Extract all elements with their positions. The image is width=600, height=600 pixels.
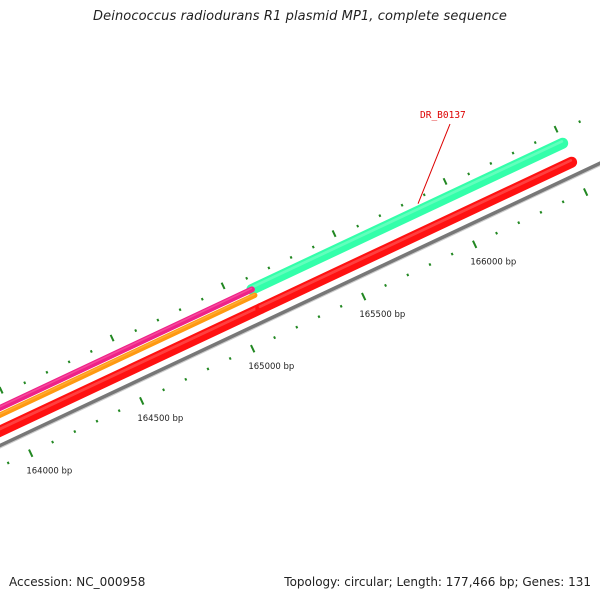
- tick-mark: [73, 430, 77, 434]
- tick-mark: [331, 230, 337, 238]
- tick-mark: [428, 262, 432, 267]
- tick-mark: [361, 292, 367, 301]
- tick-mark: [95, 419, 99, 423]
- tick-mark: [378, 214, 382, 218]
- tick-mark: [311, 245, 315, 249]
- tick-mark: [511, 151, 515, 155]
- tick-mark: [561, 200, 565, 204]
- tick-mark: [117, 409, 121, 413]
- tick-mark: [267, 266, 271, 270]
- feature-arrow: [246, 137, 569, 295]
- tick-mark: [289, 255, 293, 260]
- feature-arrow: [0, 292, 258, 419]
- tick-mark: [134, 328, 138, 333]
- tick-mark: [220, 282, 226, 290]
- tick-mark: [517, 221, 521, 225]
- tick-mark: [406, 273, 410, 277]
- feature-arrow: [0, 302, 267, 438]
- tick-mark: [583, 188, 589, 197]
- tick-mark: [467, 172, 471, 176]
- tick-mark: [533, 141, 537, 145]
- tick-mark: [472, 240, 478, 249]
- tick-mark: [295, 325, 299, 329]
- feature-highlight: [258, 159, 573, 309]
- tick-mark: [489, 161, 493, 166]
- bp-labels: 164000 bp 164500 bp 165000 bp 165500 bp 1660…: [26, 258, 516, 477]
- bp-label: 165000 bp: [248, 362, 294, 372]
- tick-mark: [200, 297, 204, 301]
- tick-mark: [317, 315, 321, 319]
- tick-mark: [356, 224, 360, 228]
- tick-mark: [45, 370, 49, 374]
- bp-label: 166000 bp: [470, 258, 516, 268]
- tick-mark: [51, 440, 55, 444]
- tick-marks: [0, 120, 589, 465]
- tick-mark: [178, 308, 182, 312]
- feature-highlight: [249, 140, 564, 290]
- bp-label: 165500 bp: [359, 310, 405, 320]
- tick-mark: [67, 360, 71, 364]
- tick-mark: [422, 193, 426, 197]
- tick-mark: [553, 125, 559, 133]
- tick-mark: [539, 210, 543, 214]
- accession-text: Accession: NC_000958: [9, 575, 146, 589]
- feature-tracks: [0, 137, 600, 449]
- feature-arrow: [0, 286, 255, 412]
- tick-mark: [450, 252, 454, 256]
- tick-mark: [442, 177, 448, 186]
- tick-mark: [0, 386, 4, 394]
- gene-annotation: DR_B0137: [417, 110, 466, 204]
- tick-mark: [184, 377, 188, 381]
- tick-mark: [156, 318, 160, 322]
- page-title: Deinococcus radiodurans R1 plasmid MP1, …: [93, 9, 507, 24]
- gene-label: DR_B0137: [420, 110, 466, 121]
- tick-mark: [162, 388, 166, 392]
- tick-mark: [89, 349, 93, 353]
- feature-highlight: [0, 287, 253, 408]
- tick-mark: [109, 334, 115, 342]
- tick-mark: [23, 381, 27, 385]
- topology-summary: Topology: circular; Length: 177,466 bp; …: [284, 575, 591, 589]
- tick-mark: [250, 344, 256, 353]
- tick-mark: [400, 203, 404, 207]
- feature-arrow: [255, 156, 578, 314]
- gene-pointer-line: [417, 123, 451, 204]
- tick-mark: [273, 336, 276, 340]
- tick-mark: [495, 231, 498, 235]
- tick-mark: [245, 276, 249, 280]
- backbone-line: [0, 161, 600, 448]
- tick-mark: [384, 283, 387, 287]
- tick-mark: [139, 396, 145, 405]
- feature-highlight: [0, 293, 255, 415]
- tick-mark: [28, 449, 34, 458]
- bp-label: 164500 bp: [137, 414, 183, 424]
- tick-mark: [206, 367, 210, 371]
- bp-label: 164000 bp: [26, 466, 72, 476]
- tick-mark: [339, 304, 343, 308]
- tick-mark: [6, 461, 10, 465]
- tick-mark: [578, 120, 582, 124]
- tick-mark: [228, 356, 232, 361]
- feature-highlight: [0, 305, 262, 431]
